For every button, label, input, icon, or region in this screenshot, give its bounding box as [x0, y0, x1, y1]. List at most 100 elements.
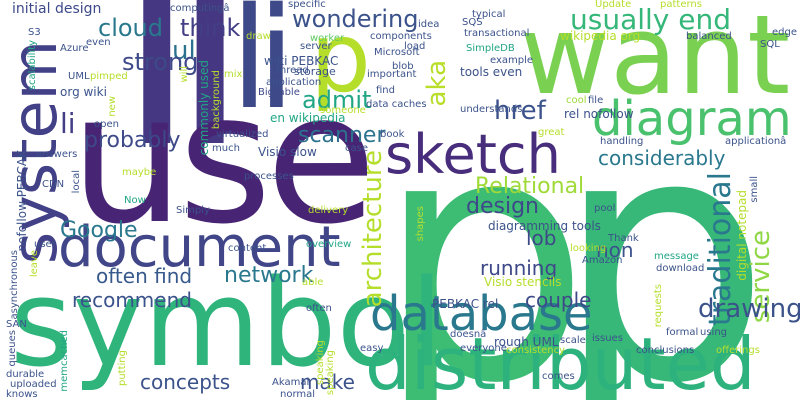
word: considerably — [598, 146, 726, 170]
word: much — [212, 143, 240, 154]
word: database — [370, 286, 593, 342]
word: CDN — [42, 179, 65, 190]
word: recommend — [72, 288, 192, 312]
word: content — [228, 243, 267, 254]
word: worker — [310, 33, 345, 44]
word: message — [654, 251, 699, 262]
word: often — [306, 303, 332, 314]
word: background — [211, 70, 222, 130]
word: ul — [172, 36, 196, 66]
word: balanced — [686, 31, 732, 42]
word: able — [302, 277, 324, 288]
word: issues — [592, 333, 623, 344]
word: wondering — [292, 5, 419, 33]
word: cool — [566, 95, 587, 106]
word: requests — [653, 284, 664, 328]
word: consistency — [506, 345, 565, 356]
word: overview — [306, 239, 352, 250]
word: using — [700, 327, 728, 338]
word: mix — [224, 69, 243, 80]
word: digital notepad — [735, 190, 749, 281]
word: example — [490, 55, 534, 66]
word: great — [538, 127, 565, 138]
word: BigTable — [258, 87, 300, 98]
word: diagram — [592, 91, 792, 147]
word: symbol — [10, 255, 444, 394]
word: application — [266, 77, 322, 88]
word: network — [224, 263, 314, 288]
word: speaking — [325, 350, 336, 396]
word: conclusions — [636, 345, 695, 356]
word: offerings — [716, 345, 760, 356]
word: formal — [666, 327, 699, 338]
word: case — [345, 143, 368, 154]
word: maybe — [122, 167, 157, 178]
word: li — [60, 107, 76, 140]
word: p — [555, 62, 771, 400]
word: Azure — [60, 43, 89, 54]
word: running — [480, 256, 558, 280]
word: usually end — [570, 3, 732, 36]
word: wikipedia org — [560, 29, 641, 43]
word: probably — [84, 128, 181, 153]
word: drawing — [698, 294, 800, 324]
word: architecture — [358, 150, 388, 308]
word: everyone — [460, 343, 507, 354]
word: admit — [302, 86, 372, 114]
word: will — [179, 66, 190, 83]
word: virtualized — [216, 129, 269, 140]
word: doesnâ — [450, 329, 487, 340]
word: rough UML — [494, 335, 559, 349]
word: download — [656, 263, 705, 274]
word: often find — [96, 264, 193, 288]
word: typical — [472, 9, 506, 20]
word: Relational — [475, 174, 585, 199]
word: someone — [320, 105, 366, 116]
word: Akamai — [272, 377, 310, 388]
word: tools even — [460, 65, 523, 79]
word: looking — [570, 243, 607, 254]
word: small — [749, 176, 760, 203]
word: data caches — [366, 99, 427, 110]
word: pimped — [90, 71, 128, 82]
word: nofollow PEBCAK — [15, 150, 29, 252]
word: new — [107, 96, 118, 117]
word: idea — [418, 19, 440, 30]
word: diagramming tools — [488, 219, 601, 233]
word: Thank — [608, 233, 639, 244]
word: transactional — [464, 28, 530, 39]
word: server — [300, 41, 332, 52]
word: applicationâ — [725, 136, 787, 147]
word: en wikipedia — [270, 111, 346, 125]
word: thread — [276, 65, 309, 76]
word: SimpleDB — [466, 43, 515, 54]
word: distributed — [365, 322, 756, 400]
word: patterns — [660, 0, 702, 10]
word: S3 — [28, 27, 41, 38]
word: understands — [460, 104, 523, 115]
word: think — [180, 14, 241, 42]
word: cloud — [98, 14, 163, 42]
word: edge — [772, 27, 797, 38]
word: use — [70, 55, 377, 264]
word: rel nofollow — [564, 107, 634, 121]
word: scalability — [27, 40, 38, 91]
word: Update — [595, 0, 632, 10]
word: scanner — [298, 123, 386, 148]
word: load — [404, 41, 426, 52]
word: couple — [525, 288, 592, 312]
word: p — [375, 62, 591, 400]
word: make — [300, 370, 355, 394]
word: answers — [36, 149, 78, 160]
word: easy — [360, 343, 384, 354]
word: even — [86, 37, 111, 48]
word: Visio slow — [258, 145, 317, 159]
word: blob — [392, 61, 414, 72]
word: computingâ — [170, 3, 230, 14]
word: href — [494, 96, 546, 126]
word: user — [34, 239, 56, 250]
word: asynchronous — [9, 250, 20, 320]
word: components — [370, 31, 432, 42]
word: comes — [542, 371, 575, 382]
